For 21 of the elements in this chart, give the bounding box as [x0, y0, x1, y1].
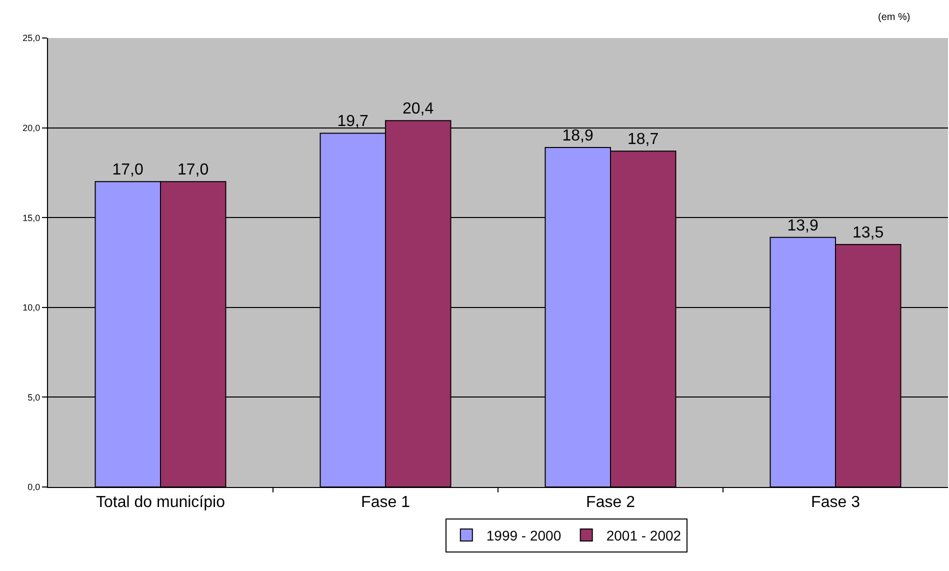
data-label: 20,4 [402, 100, 434, 118]
x-tick-label: Fase 3 [811, 494, 860, 512]
y-tick-label: 15,0 [22, 212, 40, 223]
text: (em %) [878, 12, 910, 23]
y-tick-label: 5,0 [28, 392, 40, 402]
y-tick-label: 10,0 [22, 302, 40, 313]
data-label: 17,0 [178, 162, 209, 179]
legend-label: 1999 - 2000 [486, 527, 562, 544]
y-tick-label: 25,0 [22, 33, 40, 44]
data-label: 13,9 [787, 217, 818, 234]
legend-label: 2001 - 2002 [606, 527, 682, 544]
data-label: 19,7 [337, 113, 368, 130]
data-label: 18,7 [628, 131, 659, 148]
y-tick-label: 0,0 [28, 482, 40, 492]
x-tick-label: Fase 2 [586, 494, 636, 512]
data-label: 13,5 [852, 224, 884, 242]
data-label: 18,9 [562, 128, 594, 145]
y-tick-label: 20,0 [22, 122, 40, 133]
data-label: 17,0 [112, 162, 144, 179]
x-tick-label: Total do município [96, 494, 226, 512]
x-tick-label: Fase 1 [361, 494, 410, 512]
